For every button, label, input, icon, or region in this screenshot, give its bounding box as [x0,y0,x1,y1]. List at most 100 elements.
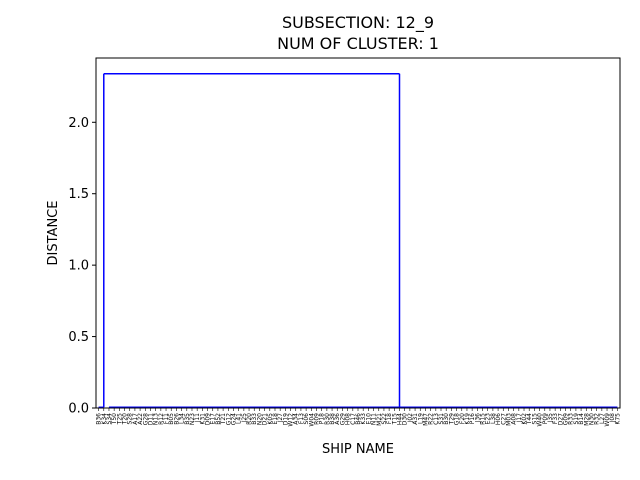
leaf-label: K19 [464,413,471,425]
leaf-label: E18 [272,413,279,425]
chart-title-line-1: SUBSECTION: 12_9 [282,13,434,33]
leaf-label: D27 [557,413,564,425]
leaf-label: P16 [469,413,476,424]
y-axis-label: DISTANCE [46,201,61,266]
chart-title-line-2: NUM OF CLUSTER: 1 [277,34,439,53]
leaf-label: N23 [189,413,196,425]
leaf-label: C27 [500,413,507,425]
leaf-label: M47 [422,413,429,426]
leaf-label: A34 [293,413,300,425]
leaf-label: K02 [521,413,528,425]
y-tick-label: 1.0 [68,259,89,274]
leaf-label: F20 [459,413,466,424]
leaf-label: K75 [614,413,621,425]
leaf-label: J27 [277,413,284,424]
leaf-label: E10 [365,413,372,425]
dendrogram-links [98,72,618,409]
leaf-label: J36 [474,413,481,424]
leaf-label: W04 [308,413,315,427]
leaf-label: R15 [480,413,487,425]
leaf-label: T29 [448,413,455,425]
leaf-label: L27 [599,413,606,424]
leaf-label: A31 [412,413,419,425]
leaf-label: T21 [220,413,227,425]
leaf-label: S06 [303,413,310,425]
leaf-label: J35 [547,413,554,424]
leaf-label: B05 [168,413,175,425]
leaf-label: R30 [324,413,331,425]
leaf-label: W12 [288,413,295,427]
leaf-label: A36 [334,413,341,425]
leaf-label: R33 [568,413,575,425]
leaf-label: K33 [360,413,367,425]
leaf-label: B33 [251,413,258,425]
leaf-label: T20 [122,413,129,425]
leaf-label: W09 [604,413,611,427]
leaf-label: B46 [355,413,362,425]
leaf-label: T15 [391,413,398,425]
leaf-label: S15 [531,413,538,425]
leaf-label: G09 [563,413,570,425]
leaf-label: R32 [594,413,601,425]
y-tick-label: 0.0 [68,402,89,417]
leaf-label: C17 [350,413,357,425]
leaf-label: L19 [417,413,424,424]
plot-frame [95,57,621,409]
leaf-label: L38 [490,413,497,424]
leaf-label: B35 [184,413,191,425]
leaf-label: K05 [267,413,274,425]
leaf-label: S34 [106,413,113,425]
leaf-label: D09 [205,413,212,425]
leaf-label: H06 [495,413,502,425]
y-tick-label: 2.0 [68,116,89,131]
leaf-label: B38 [329,413,336,425]
leaf-label: B26 [173,413,180,425]
leaf-label: B36 [96,413,103,425]
leaf-label: C13 [433,413,440,425]
leaf-label: A22 [137,413,144,425]
leaf-label: S22 [381,413,388,425]
leaf-label: M21 [376,413,383,426]
leaf-label: F18 [386,413,393,424]
leaf-label: R12 [158,413,165,425]
leaf-label: D11 [147,413,154,425]
leaf-label: T25 [116,413,123,425]
leaf-label: L41 [236,413,243,424]
leaf-label: N30 [588,413,595,425]
leaf-label: F11 [163,413,170,424]
y-tick-label: 1.5 [68,187,89,202]
leaf-label: N20 [256,413,263,425]
leaf-label: E17 [210,413,217,425]
leaf-label: T50 [111,413,118,425]
leaf-label: W40 [537,413,544,427]
leaf-label: D21 [262,413,269,425]
y-tick-label: 0.5 [68,330,89,345]
leaf-label: R09 [313,413,320,425]
leaf-label: G28 [142,413,149,425]
leaf-label: J08 [609,413,616,424]
leaf-label: H08 [345,413,352,425]
leaf-label: J17 [516,413,523,424]
leaf-label: H44 [397,413,404,425]
leaf-label: A17 [132,413,139,425]
leaf-label: S28 [127,413,134,425]
leaf-label: K31 [199,413,206,425]
leaf-label: J02 [407,413,414,424]
leaf-label: M03 [505,413,512,426]
leaf-label: E23 [485,413,492,425]
leaf-label: N11 [371,413,378,425]
leaf-label: P18 [319,413,326,424]
leaf-label: L34 [179,413,186,424]
leaf-label: R20 [246,413,253,425]
y-axis-ticks: 0.0 0.5 1.0 1.5 2.0 [68,116,96,417]
leaf-label: M28 [583,413,590,426]
x-axis-leaf-labels: B36K34S34T50T25T20S28A17A22G28D11N13R12F… [96,408,621,427]
leaf-label: B14 [578,413,585,425]
leaf-label: K34 [101,413,108,425]
leaf-label: D30 [402,413,409,425]
leaf-label: G24 [230,413,237,425]
leaf-label: A08 [511,413,518,425]
leaf-label: J11 [194,413,201,424]
leaf-label: B30 [443,413,450,425]
